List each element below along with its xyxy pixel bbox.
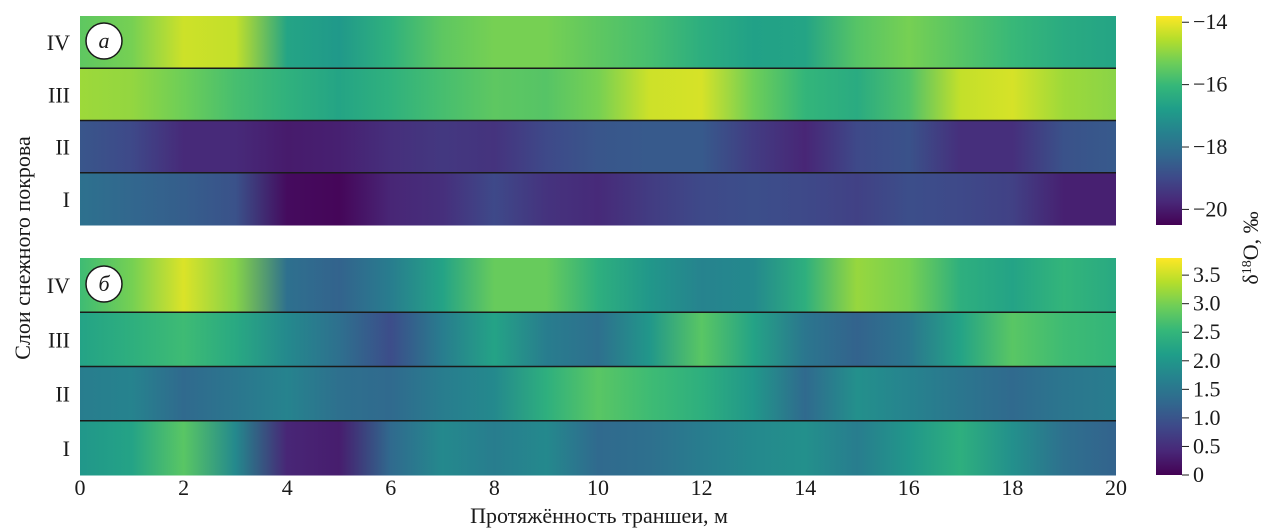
heatmap-band-I (80, 172, 1116, 226)
y-tick-label: II (55, 135, 70, 160)
x-tick-label: 14 (794, 475, 816, 500)
x-tick-label: 4 (282, 475, 293, 500)
colorbar-gradient (1156, 16, 1182, 225)
x-tick-label: 12 (691, 475, 713, 500)
y-tick-label: II (55, 382, 70, 407)
colorbar-tick-label: −16 (1193, 72, 1227, 97)
heatmap-band-II (80, 120, 1116, 174)
y-tick-label: III (48, 327, 70, 352)
colorbar-tick-label: 0.5 (1193, 433, 1221, 458)
y-tick-label: I (63, 436, 70, 461)
x-tick-label: 16 (898, 475, 920, 500)
colorbar-tick-label: 3.5 (1193, 262, 1221, 287)
heatmap-band-II (80, 366, 1116, 422)
colorbar-label: δ18O, ‰ (1238, 211, 1263, 284)
x-tick-label: 8 (489, 475, 500, 500)
colorbar-tick-label: −14 (1193, 9, 1227, 34)
x-tick-label: 10 (587, 475, 609, 500)
layer-boundaries-panel-a (80, 67, 1116, 174)
y-tick-label: IV (47, 30, 70, 55)
y-tick-label: I (63, 187, 70, 212)
colorbar-tick-label: 0 (1193, 462, 1204, 487)
x-tick-label: 20 (1105, 475, 1127, 500)
layer-boundaries-panel-b (80, 311, 1116, 422)
heatmap-band-I (80, 420, 1116, 476)
colorbar-tick-label: 1.0 (1193, 405, 1221, 430)
x-tick-labels: 0 2 4 6 8 10 12 14 16 18 20 (75, 475, 1128, 500)
x-tick-label: 18 (1001, 475, 1023, 500)
panel-tag-a: а (85, 22, 123, 60)
colorbar-gradient (1156, 258, 1182, 475)
panel-tag-a-text: а (99, 28, 110, 53)
heatmap-band-IV (80, 16, 1116, 69)
colorbar-tick-label: 2.5 (1193, 319, 1221, 344)
y-tick-label: III (48, 82, 70, 107)
colorbar-tick-label: 3.0 (1193, 291, 1221, 316)
x-tick-label: 2 (178, 475, 189, 500)
heatmap-band-III (80, 312, 1116, 367)
colorbar-panel-a: −14 −16 −18 −20 (1156, 9, 1227, 225)
colorbar-panel-b: 3.5 3.0 2.5 2.0 1.5 1.0 0.5 0 (1156, 258, 1221, 487)
colorbar-tick-label: −20 (1193, 196, 1227, 221)
colorbar-tick-label: 2.0 (1193, 348, 1221, 373)
panel-tag-b-text: б (98, 271, 110, 296)
x-tick-label: 6 (385, 475, 396, 500)
x-tick-label: 0 (75, 475, 86, 500)
y-axis-label: Слои снежного покрова (10, 136, 35, 360)
colorbar-tick-label: −18 (1193, 134, 1227, 159)
colorbar-tick-label: 1.5 (1193, 376, 1221, 401)
heatmap-panel-a (80, 16, 1116, 226)
heatmap-panel-b (80, 258, 1116, 476)
heatmap-band-III (80, 68, 1116, 121)
x-axis-label: Протяжённость траншеи, м (470, 503, 728, 528)
y-tick-label: IV (47, 273, 70, 298)
panel-tag-b: б (85, 265, 123, 303)
heatmap-band-IV (80, 258, 1116, 313)
